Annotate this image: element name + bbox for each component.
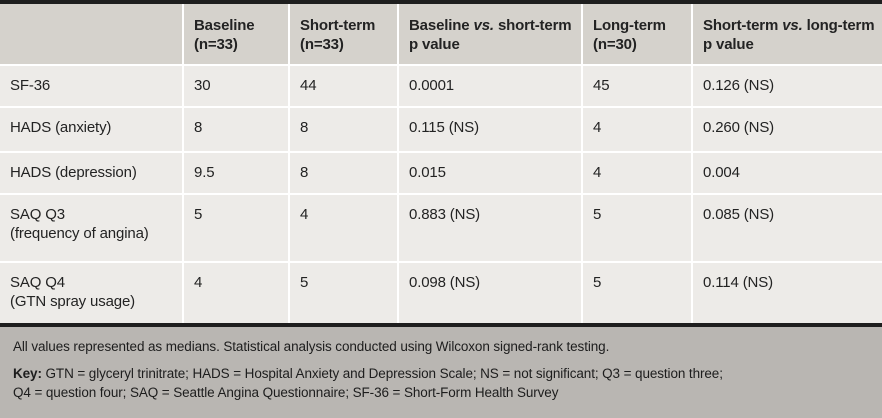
column-header-measure <box>0 4 182 66</box>
cell: 0.114 (NS) <box>691 263 882 323</box>
header-row: Baseline (n=33) Short-term (n=33) Baseline… <box>0 4 882 66</box>
cell: 45 <box>581 66 691 108</box>
cell: 0.260 (NS) <box>691 108 882 153</box>
cell: 8 <box>288 108 397 153</box>
column-header: Baseline (n=33) <box>182 4 288 66</box>
column-header: Short-term vs. long-term p value <box>691 4 882 66</box>
top-rule <box>0 0 882 4</box>
column-header: Short-term (n=33) <box>288 4 397 66</box>
cell: 0.098 (NS) <box>397 263 581 323</box>
footnotes: All values represented as medians. Stati… <box>0 327 882 418</box>
cell: 4 <box>581 153 691 195</box>
outcomes-table: Baseline (n=33) Short-term (n=33) Baseline… <box>0 4 882 323</box>
table-row: SAQ Q4 (GTN spray usage) 4 5 0.098 (NS) 5 0.11… <box>0 263 882 323</box>
cell: 0.0001 <box>397 66 581 108</box>
table-row: SF-36 30 44 0.0001 45 0.126 (NS) <box>0 66 882 108</box>
table-header: Baseline (n=33) Short-term (n=33) Baseline… <box>0 4 882 66</box>
row-label: SAQ Q3 (frequency of angina) <box>0 195 182 263</box>
cell: 0.126 (NS) <box>691 66 882 108</box>
row-label: HADS (anxiety) <box>0 108 182 153</box>
cell: 8 <box>288 153 397 195</box>
table-row: HADS (depression) 9.5 8 0.015 4 0.004 <box>0 153 882 195</box>
row-label: SF-36 <box>0 66 182 108</box>
cell: 30 <box>182 66 288 108</box>
cell: 4 <box>288 195 397 263</box>
cell: 9.5 <box>182 153 288 195</box>
footnote-medians-text: All values represented as medians. Stati… <box>13 339 610 354</box>
row-label: SAQ Q4 (GTN spray usage) <box>0 263 182 323</box>
cell: 5 <box>581 195 691 263</box>
key-label: Key: <box>13 366 46 382</box>
column-header: Baseline vs. short-term p value <box>397 4 581 66</box>
table-body: SF-36 30 44 0.0001 45 0.126 (NS) HADS (anxiety… <box>0 66 882 323</box>
footnote-key: Key: GTN = glyceryl trinitrate; HADS = H… <box>13 364 868 402</box>
cell: 8 <box>182 108 288 153</box>
table-row: SAQ Q3 (frequency of angina) 5 4 0.883 (NS) 5… <box>0 195 882 263</box>
cell: 0.115 (NS) <box>397 108 581 153</box>
footnote-divider <box>0 323 882 327</box>
cell: 44 <box>288 66 397 108</box>
cell: 5 <box>581 263 691 323</box>
row-label: HADS (depression) <box>0 153 182 195</box>
cell: 0.004 <box>691 153 882 195</box>
cell: 0.015 <box>397 153 581 195</box>
cell: 0.085 (NS) <box>691 195 882 263</box>
footnote-medians: All values represented as medians. Stati… <box>13 337 868 356</box>
table-row: HADS (anxiety) 8 8 0.115 (NS) 4 0.260 (NS) <box>0 108 882 153</box>
cell: 4 <box>182 263 288 323</box>
key-text: GTN = glyceryl trinitrate; HADS = Hospit… <box>13 366 723 401</box>
cell: 4 <box>581 108 691 153</box>
column-header: Long-term (n=30) <box>581 4 691 66</box>
cell: 0.883 (NS) <box>397 195 581 263</box>
cell: 5 <box>182 195 288 263</box>
cell: 5 <box>288 263 397 323</box>
